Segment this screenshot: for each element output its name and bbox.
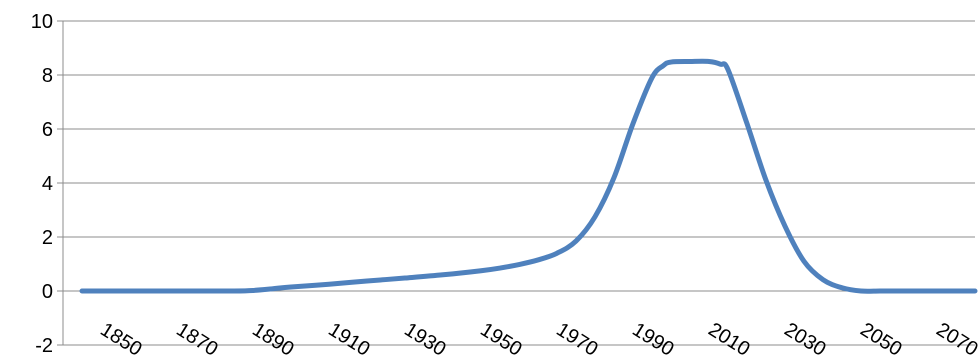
x-tick-label: 1930 bbox=[400, 319, 449, 359]
series-line bbox=[79, 58, 978, 294]
y-tick-label: 6 bbox=[42, 119, 53, 141]
y-tick-label: -2 bbox=[35, 335, 53, 357]
x-tick-label: 1890 bbox=[248, 319, 297, 359]
x-tick-label: 2010 bbox=[704, 319, 753, 359]
x-tick-label: 1910 bbox=[324, 319, 373, 359]
x-tick-label: 2050 bbox=[856, 319, 905, 359]
y-tick-label: 8 bbox=[42, 65, 53, 87]
y-tick-label: 0 bbox=[42, 281, 53, 303]
y-tick-label: 4 bbox=[42, 173, 53, 195]
y-tick-label: 10 bbox=[31, 11, 53, 33]
x-tick-label: 2030 bbox=[780, 319, 829, 359]
x-tick-label: 1950 bbox=[476, 319, 525, 359]
series-group bbox=[79, 58, 978, 294]
x-tick-label: 2070 bbox=[932, 319, 978, 359]
gridlines bbox=[57, 20, 975, 346]
x-tick-label: 1850 bbox=[96, 319, 145, 359]
x-tick-label: 1990 bbox=[628, 319, 677, 359]
y-axis-tick-labels: -2 0 2 4 6 8 10 bbox=[31, 11, 53, 357]
x-tick-label: 1970 bbox=[552, 319, 601, 359]
x-axis-tick-labels: 1850 1870 1890 1910 1930 1950 1970 1990 2010 2030… bbox=[96, 319, 978, 359]
y-tick-label: 2 bbox=[42, 227, 53, 249]
x-tick-label: 1870 bbox=[172, 319, 221, 359]
